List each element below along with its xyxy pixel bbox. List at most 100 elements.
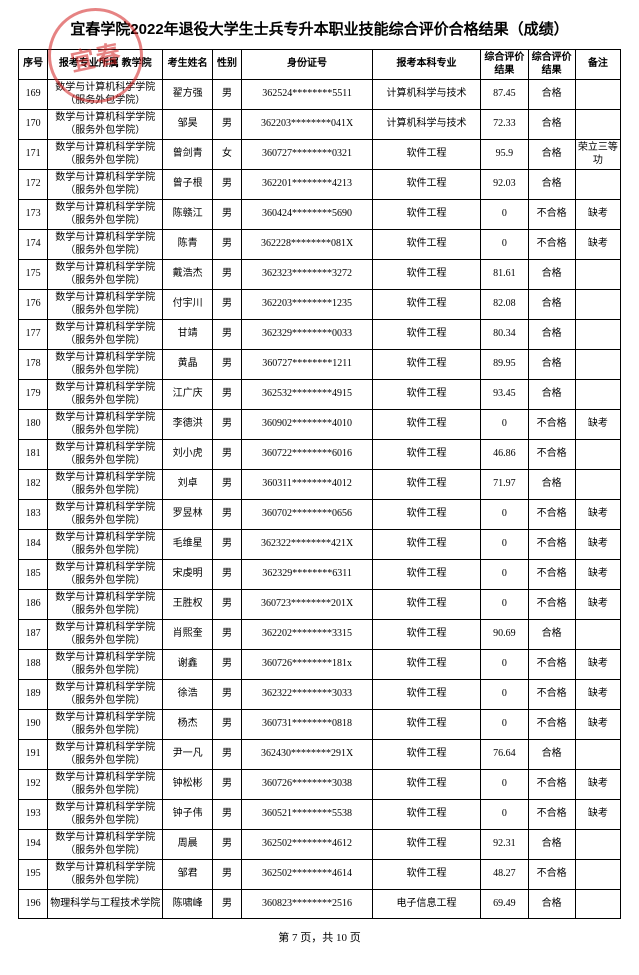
cell-sex: 男 [212,530,241,560]
cell-idx: 187 [19,620,48,650]
cell-idx: 177 [19,320,48,350]
cell-idx: 180 [19,410,48,440]
table-row: 185数学与计算机科学学院（服务外包学院）宋虔明男362329********6… [19,560,621,590]
cell-major: 软件工程 [372,830,480,860]
cell-idx: 174 [19,230,48,260]
cell-note: 缺考 [575,500,620,530]
cell-dept: 数学与计算机科学学院（服务外包学院） [48,140,163,170]
cell-id: 360731********0818 [242,710,373,740]
cell-score: 0 [481,560,528,590]
table-body: 169数学与计算机科学学院（服务外包学院）翟方强男362524********5… [19,80,621,919]
cell-major: 电子信息工程 [372,890,480,919]
cell-name: 罗昱林 [163,500,213,530]
cell-result: 不合格 [528,710,575,740]
table-row: 196物理科学与工程技术学院陈啸峰男360823********2516电子信息… [19,890,621,919]
cell-result: 合格 [528,740,575,770]
cell-note [575,110,620,140]
col-score: 综合评价结果 [481,50,528,80]
cell-idx: 194 [19,830,48,860]
cell-name: 付宇川 [163,290,213,320]
cell-idx: 171 [19,140,48,170]
cell-id: 360727********1211 [242,350,373,380]
table-row: 183数学与计算机科学学院（服务外包学院）罗昱林男360702********0… [19,500,621,530]
cell-score: 0 [481,710,528,740]
table-row: 186数学与计算机科学学院（服务外包学院）王胜权男360723********2… [19,590,621,620]
cell-sex: 男 [212,890,241,919]
cell-result: 不合格 [528,230,575,260]
table-row: 179数学与计算机科学学院（服务外包学院）江广庆男362532********4… [19,380,621,410]
cell-sex: 男 [212,350,241,380]
cell-dept: 数学与计算机科学学院（服务外包学院） [48,320,163,350]
cell-dept: 数学与计算机科学学院（服务外包学院） [48,110,163,140]
cell-sex: 男 [212,710,241,740]
cell-note [575,350,620,380]
cell-name: 钟松彬 [163,770,213,800]
cell-major: 软件工程 [372,770,480,800]
cell-name: 甘靖 [163,320,213,350]
cell-id: 362524********5511 [242,80,373,110]
cell-name: 宋虔明 [163,560,213,590]
cell-name: 邹君 [163,860,213,890]
cell-note: 缺考 [575,530,620,560]
cell-result: 不合格 [528,800,575,830]
cell-sex: 男 [212,830,241,860]
cell-name: 戴浩杰 [163,260,213,290]
cell-dept: 数学与计算机科学学院（服务外包学院） [48,500,163,530]
cell-id: 362228********081X [242,230,373,260]
cell-idx: 195 [19,860,48,890]
cell-id: 360521********5538 [242,800,373,830]
table-row: 169数学与计算机科学学院（服务外包学院）翟方强男362524********5… [19,80,621,110]
cell-score: 71.97 [481,470,528,500]
cell-idx: 186 [19,590,48,620]
cell-sex: 男 [212,440,241,470]
cell-score: 81.61 [481,260,528,290]
cell-dept: 数学与计算机科学学院（服务外包学院） [48,560,163,590]
cell-sex: 男 [212,410,241,440]
cell-id: 362322********3033 [242,680,373,710]
table-row: 189数学与计算机科学学院（服务外包学院）徐浩男362322********30… [19,680,621,710]
cell-score: 0 [481,230,528,260]
cell-idx: 179 [19,380,48,410]
cell-dept: 数学与计算机科学学院（服务外包学院） [48,290,163,320]
cell-result: 合格 [528,320,575,350]
cell-sex: 男 [212,860,241,890]
cell-sex: 男 [212,500,241,530]
cell-id: 360311********4012 [242,470,373,500]
cell-result: 合格 [528,830,575,860]
cell-result: 不合格 [528,860,575,890]
cell-name: 陈啸峰 [163,890,213,919]
col-dept: 报考专业所属 教学院 [48,50,163,80]
cell-name: 刘小虎 [163,440,213,470]
cell-dept: 数学与计算机科学学院（服务外包学院） [48,650,163,680]
cell-sex: 男 [212,470,241,500]
cell-note [575,890,620,919]
col-name: 考生姓名 [163,50,213,80]
cell-score: 72.33 [481,110,528,140]
cell-major: 软件工程 [372,380,480,410]
cell-score: 93.45 [481,380,528,410]
cell-major: 软件工程 [372,440,480,470]
cell-note [575,80,620,110]
cell-score: 92.31 [481,830,528,860]
cell-major: 软件工程 [372,470,480,500]
cell-score: 89.95 [481,350,528,380]
cell-result: 不合格 [528,530,575,560]
cell-score: 82.08 [481,290,528,320]
cell-major: 软件工程 [372,800,480,830]
cell-note [575,740,620,770]
cell-id: 362329********0033 [242,320,373,350]
cell-idx: 172 [19,170,48,200]
cell-score: 0 [481,530,528,560]
cell-sex: 男 [212,290,241,320]
cell-idx: 181 [19,440,48,470]
cell-note: 荣立三等功 [575,140,620,170]
cell-major: 软件工程 [372,860,480,890]
cell-id: 360902********4010 [242,410,373,440]
cell-name: 肖熙奎 [163,620,213,650]
cell-id: 360726********181x [242,650,373,680]
cell-name: 李德洪 [163,410,213,440]
table-row: 193数学与计算机科学学院（服务外包学院）钟子伟男360521********5… [19,800,621,830]
cell-score: 0 [481,770,528,800]
cell-score: 76.64 [481,740,528,770]
cell-result: 不合格 [528,200,575,230]
